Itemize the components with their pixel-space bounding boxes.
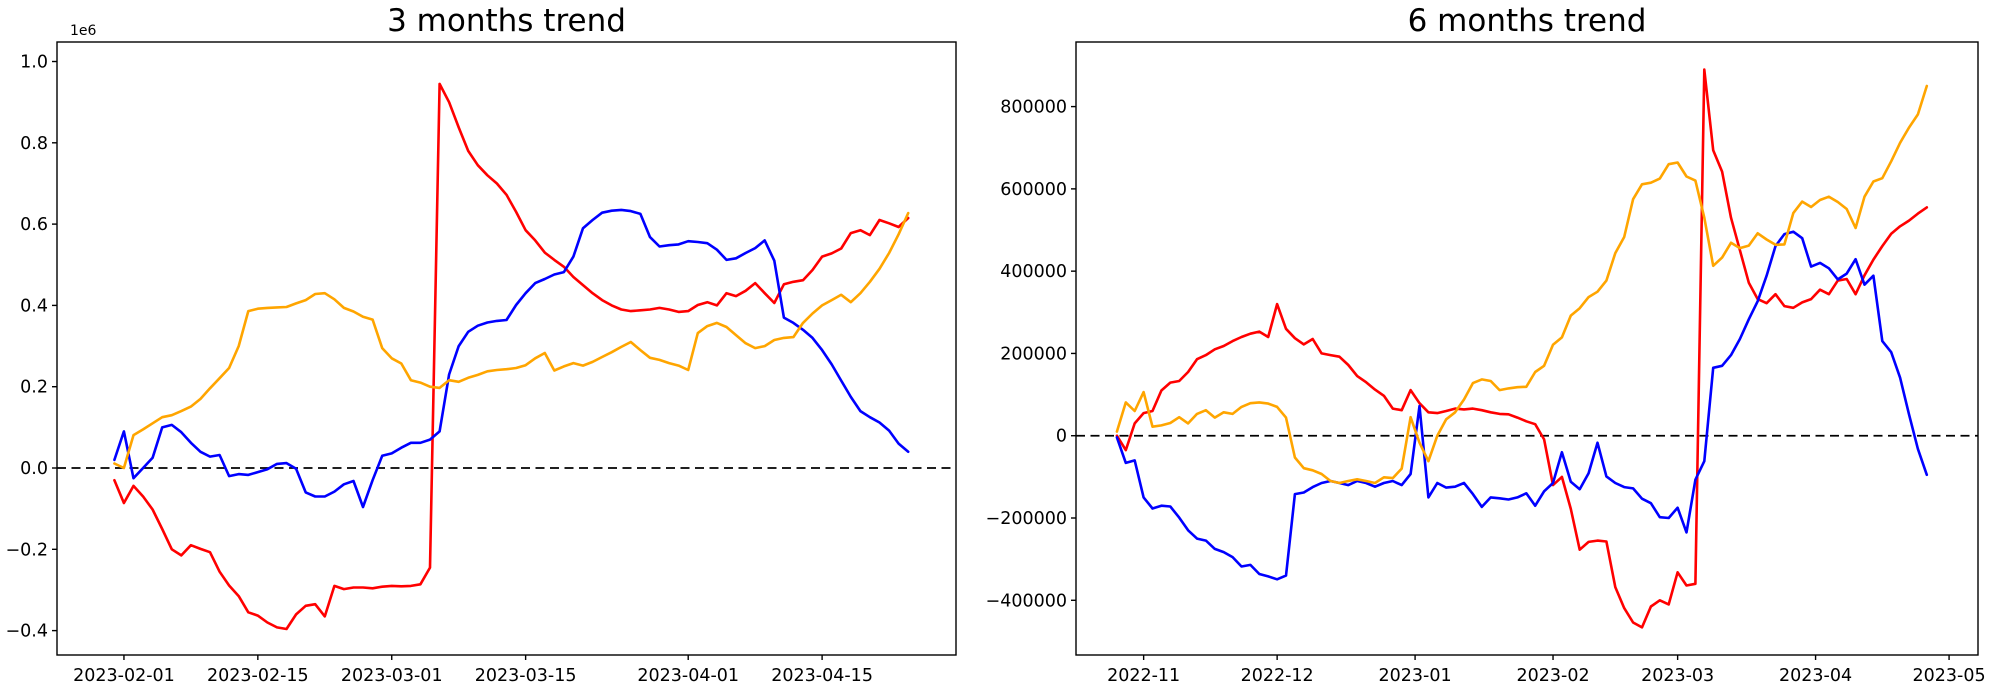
three-months-chart-title: 3 months trend [387, 3, 626, 39]
x-tick-label: 2023-04 [1779, 666, 1852, 686]
y-tick-label: 0.2 [20, 378, 48, 398]
six-months-chart-title: 6 months trend [1407, 3, 1647, 39]
x-tick-label: 2023-03-15 [475, 666, 577, 686]
chart-1: −400000 −200000 0 200000 400000 600000 800000 2… [986, 41, 1986, 686]
y-tick-label: 200000 [1000, 344, 1067, 364]
y-tick-label: −400000 [986, 591, 1067, 611]
plot-border [1075, 41, 1979, 656]
series-line-orange [1115, 84, 1929, 485]
y-axis-ticks: −400000 −200000 0 200000 400000 600000 800000 [986, 98, 1076, 611]
x-tick-label: 2023-02-01 [73, 666, 175, 686]
x-tick-label: 2023-02-15 [207, 666, 309, 686]
y-axis-ticks: −0.4 −0.2 0.0 0.2 0.4 0.6 0.8 1.0 [6, 53, 57, 642]
y-tick-label: 0.4 [20, 296, 48, 316]
y-tick-label: 0.6 [20, 215, 48, 235]
plot-border [56, 41, 957, 656]
y-tick-label: 1.0 [20, 53, 48, 73]
series-line-red [113, 82, 910, 631]
y-tick-label: −0.2 [6, 540, 49, 560]
y-tick-label: 0.0 [20, 459, 48, 479]
x-tick-label: 2023-02 [1516, 666, 1589, 686]
x-tick-label: 2022-11 [1107, 666, 1180, 686]
x-axis-ticks: 2022-11 2022-12 2023-01 2023-02 2023-03 2023-… [1107, 655, 1986, 686]
y-tick-label: 0 [1056, 427, 1067, 447]
y-tick-label: 0.8 [20, 134, 48, 154]
y-tick-label: −200000 [986, 509, 1067, 529]
x-tick-label: 2023-03-01 [341, 666, 443, 686]
y-axis-offset-label: 1e6 [70, 23, 97, 39]
y-tick-label: 800000 [1000, 98, 1067, 118]
x-tick-label: 2023-01 [1379, 666, 1452, 686]
y-tick-label: −0.4 [6, 622, 49, 642]
x-tick-label: 2023-04-01 [637, 666, 739, 686]
x-tick-label: 2023-04-15 [771, 666, 873, 686]
series-line-blue [1115, 230, 1929, 581]
series-line-red [1115, 68, 1929, 629]
series-line-blue [113, 208, 910, 509]
x-tick-label: 2023-03 [1641, 666, 1714, 686]
y-tick-label: 600000 [1000, 180, 1067, 200]
series-line-orange [113, 211, 910, 470]
x-axis-ticks: 2023-02-01 2023-02-15 2023-03-01 2023-03-15… [73, 655, 873, 686]
x-tick-label: 2023-05 [1913, 666, 1986, 686]
y-tick-label: 400000 [1000, 262, 1067, 282]
x-tick-label: 2022-12 [1241, 666, 1314, 686]
